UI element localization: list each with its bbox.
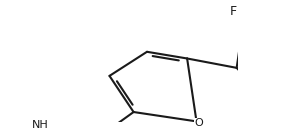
Text: F: F	[229, 5, 237, 18]
Text: O: O	[194, 118, 203, 128]
Text: NH: NH	[32, 120, 48, 130]
